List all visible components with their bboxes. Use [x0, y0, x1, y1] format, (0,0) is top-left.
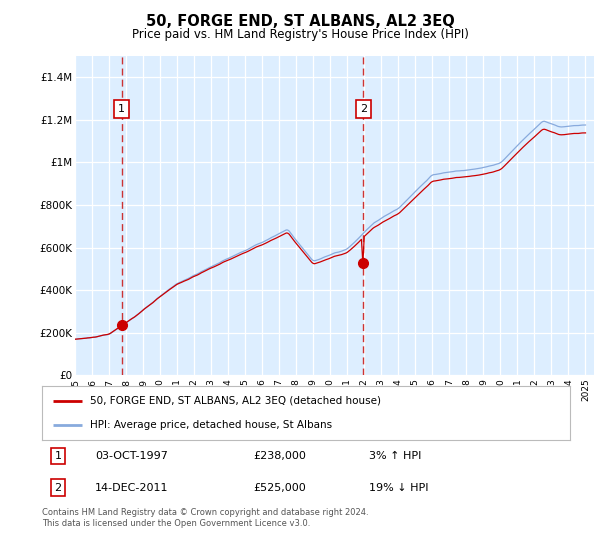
Text: 1: 1 — [55, 451, 61, 461]
Text: £525,000: £525,000 — [253, 483, 306, 493]
Text: HPI: Average price, detached house, St Albans: HPI: Average price, detached house, St A… — [89, 420, 332, 430]
Text: Contains HM Land Registry data © Crown copyright and database right 2024.
This d: Contains HM Land Registry data © Crown c… — [42, 508, 368, 528]
Text: 03-OCT-1997: 03-OCT-1997 — [95, 451, 167, 461]
Text: 50, FORGE END, ST ALBANS, AL2 3EQ (detached house): 50, FORGE END, ST ALBANS, AL2 3EQ (detac… — [89, 396, 380, 406]
Text: 1: 1 — [118, 104, 125, 114]
Text: 50, FORGE END, ST ALBANS, AL2 3EQ: 50, FORGE END, ST ALBANS, AL2 3EQ — [146, 14, 454, 29]
Text: 2: 2 — [360, 104, 367, 114]
Text: 2: 2 — [54, 483, 61, 493]
Text: 19% ↓ HPI: 19% ↓ HPI — [370, 483, 429, 493]
Text: 3% ↑ HPI: 3% ↑ HPI — [370, 451, 422, 461]
Text: £238,000: £238,000 — [253, 451, 306, 461]
Text: 14-DEC-2011: 14-DEC-2011 — [95, 483, 168, 493]
Text: Price paid vs. HM Land Registry's House Price Index (HPI): Price paid vs. HM Land Registry's House … — [131, 28, 469, 41]
